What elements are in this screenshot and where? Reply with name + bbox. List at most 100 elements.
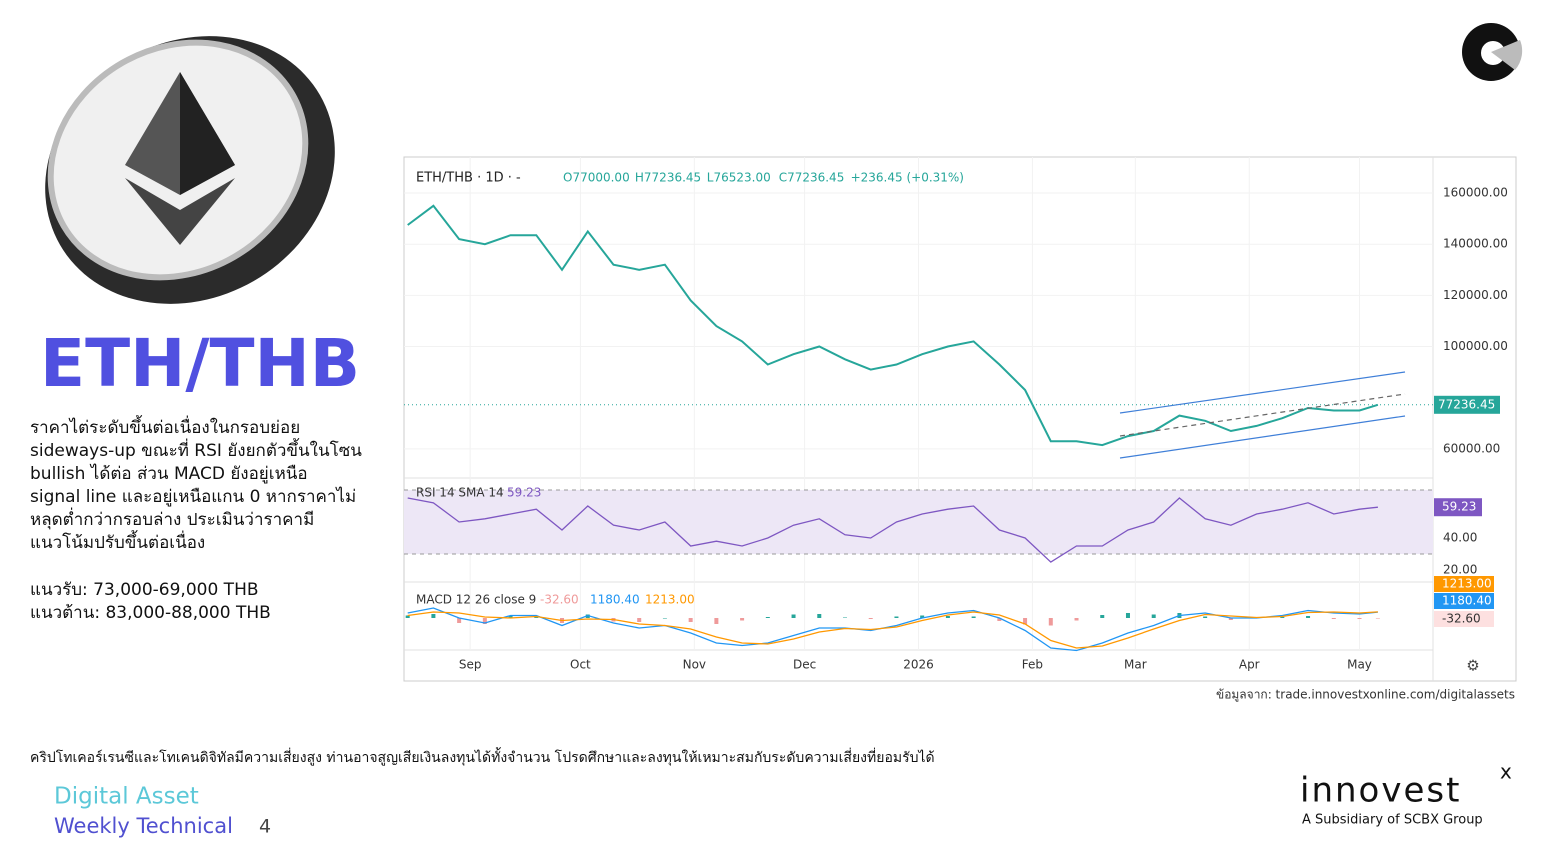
resistance-text: แนวต้าน: 83,000-88,000 THB	[30, 603, 271, 623]
macd-histogram-bar	[1357, 618, 1362, 619]
body-line: ราคาไต่ระดับขึ้นต่อเนื่องในกรอบย่อย	[30, 415, 300, 438]
x-tick-label: Oct	[570, 658, 591, 672]
x-tick-label: Sep	[459, 658, 482, 672]
macd-histogram-bar	[431, 614, 436, 618]
chart-symbol: ETH/THB · 1D · -	[416, 171, 521, 186]
rsi-last-label: 59.23	[1442, 500, 1476, 514]
macd-histogram-bar	[457, 618, 462, 623]
macd-histogram-bar	[1375, 618, 1380, 619]
macd-histogram-bar	[585, 614, 590, 618]
ohlc-label: +236.45 (+0.31%)	[851, 171, 964, 185]
top-logo	[1462, 23, 1523, 81]
rsi-line	[407, 497, 1378, 563]
macd-legend-value: -32.60	[540, 593, 579, 607]
y-tick-label: 140000.00	[1443, 237, 1508, 251]
y-tick-label: 120000.00	[1443, 288, 1508, 302]
brand-mark: x	[1500, 760, 1512, 784]
macd-histogram-bar	[740, 618, 745, 621]
last-price-label: 77236.45	[1438, 397, 1495, 411]
macd-histogram-bar	[920, 615, 925, 618]
signal-line	[407, 611, 1378, 649]
macd-histogram-bar	[843, 617, 847, 618]
y-tick-label: 60000.00	[1443, 441, 1500, 455]
eth-coin	[45, 36, 335, 304]
body-line: หลุดต่ำกว่ากรอบล่าง ประเมินว่าราคามี	[30, 507, 314, 530]
ohlc-label: C77236.45	[779, 171, 845, 185]
macd-histogram-bar	[688, 618, 693, 622]
footer-subtitle: Weekly Technical	[54, 814, 233, 838]
macd-histogram-bar	[1306, 616, 1311, 618]
ohlc-label: L76523.00	[707, 171, 771, 185]
x-tick-label: Mar	[1124, 658, 1147, 672]
macd-histogram-bar	[637, 618, 642, 622]
macd-histogram-bar	[765, 617, 770, 618]
settings-icon[interactable]: ⚙	[1466, 657, 1479, 675]
rsi-tick-label: 40.00	[1443, 531, 1477, 545]
macd-histogram-bar	[817, 614, 822, 618]
source: ข้อมูลจาก: trade.innovestxonline.com/dig…	[1216, 688, 1515, 703]
rsi-legend-value: 59.23	[507, 486, 541, 500]
channel	[1119, 371, 1406, 459]
macd-histogram-bar	[714, 618, 719, 624]
page-number: 4	[259, 816, 271, 838]
support-text: แนวรับ: 73,000-69,000 THB	[30, 580, 259, 600]
macd-histogram-bar	[1074, 618, 1079, 621]
brand-tagline: A Subsidiary of SCBX Group	[1302, 813, 1483, 828]
macd-histogram-bar	[534, 617, 539, 618]
macd-histogram-bar	[1100, 615, 1105, 618]
x-tick-label: Dec	[793, 658, 816, 672]
rsi-box	[1434, 498, 1482, 517]
macd-legend-value: 1180.40	[590, 593, 640, 607]
rsi-tick-label: 20.00	[1443, 563, 1477, 577]
last-price-box	[1434, 395, 1500, 414]
macd-histogram-bar	[945, 616, 950, 618]
body-line: bullish ได้ต่อ ส่วน MACD ยังอยู่เหนือ	[30, 463, 308, 484]
macd-histogram-bar	[405, 615, 410, 618]
macd-line	[407, 607, 1378, 652]
price-line	[407, 204, 1379, 447]
macd-histogram-bar	[482, 618, 487, 624]
body-line: แนวโน้มปรับขึ้นต่อเนื่อง	[30, 530, 205, 553]
macd-histogram-bar	[1048, 618, 1053, 626]
macd-legend: MACD 12 26 close 9	[416, 593, 536, 607]
x-tick-label: Nov	[683, 658, 706, 672]
y-tick-label: 100000.00	[1443, 339, 1508, 353]
rsi-band	[404, 489, 1433, 555]
macd-histogram-bar	[662, 618, 667, 619]
macd-histogram-bar	[1203, 616, 1208, 618]
brand: innovest	[1300, 771, 1461, 811]
body-line: sideways-up ขณะที่ RSI ยังยกตัวขึ้นในโซน	[30, 438, 362, 461]
macd-histogram-bar	[971, 616, 976, 618]
macd-legend-value: 1213.00	[645, 593, 695, 607]
macd-box	[1434, 611, 1494, 627]
macd-box-label: 1213.00	[1442, 577, 1492, 591]
macd-box	[1434, 576, 1494, 592]
macd-histogram-bar	[868, 618, 873, 619]
disclaimer: คริปโทเคอร์เรนซีและโทเคนดิจิทัลมีความเสี…	[30, 747, 935, 766]
macd-histogram-bar	[1151, 614, 1156, 618]
macd-box-label: 1180.40	[1442, 594, 1492, 608]
macd-histogram-bar	[1228, 618, 1233, 620]
macd-histogram-bar	[1023, 618, 1028, 625]
body-line: signal line และอยู่เหนือแกน 0 หากราคาไม่	[30, 486, 356, 507]
macd-histogram-bar	[997, 618, 1002, 621]
x-tick-label: 2026	[903, 658, 934, 672]
y-tick-label: 160000.00	[1443, 186, 1508, 200]
macd-histogram-bar	[508, 615, 513, 618]
footer-title: Digital Asset	[54, 784, 199, 810]
x-tick-label: Apr	[1239, 658, 1260, 672]
macd-histogram-bar	[1280, 617, 1285, 618]
macd-histogram-bar	[1125, 613, 1130, 618]
x-tick-label: May	[1347, 658, 1372, 672]
macd-histogram-bar	[791, 614, 796, 618]
macd-box-label: -32.60	[1442, 612, 1481, 626]
macd-histogram-bar	[894, 616, 899, 618]
ohlc-label: O77000.00	[563, 171, 630, 185]
macd-histogram-bar	[1331, 618, 1336, 619]
x-tick-label: Feb	[1022, 658, 1043, 672]
slide-title: ETH/THB	[40, 325, 360, 402]
ohlc-label: H77236.45	[635, 171, 701, 185]
macd-box	[1434, 593, 1494, 609]
rsi-legend: RSI 14 SMA 14	[416, 486, 504, 500]
